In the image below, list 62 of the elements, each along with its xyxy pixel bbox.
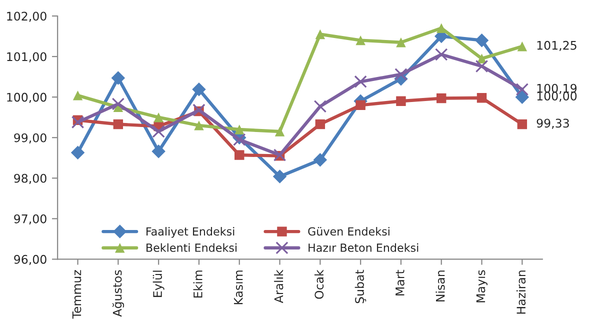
y-tick-label: 102,00 (7, 12, 46, 22)
y-tick-label: 99,00 (14, 133, 46, 144)
data-label: 99,33 (536, 118, 569, 129)
point (71, 116, 84, 129)
point (356, 35, 366, 46)
point (434, 48, 448, 61)
point (154, 112, 164, 122)
x-tick-label: Mayıs (476, 270, 488, 302)
point (314, 100, 327, 113)
point (436, 93, 446, 104)
y-tick-label: 98,00 (14, 174, 46, 184)
point (436, 23, 446, 34)
point (517, 42, 528, 52)
x-tick-label: Kasım (234, 270, 243, 304)
x-tick-label: Şubat (354, 270, 366, 304)
point (516, 82, 529, 96)
point (517, 119, 528, 130)
point (192, 104, 206, 116)
legend-label: Faaliyet Endeksi (146, 227, 234, 238)
point (476, 93, 487, 103)
point (192, 82, 206, 96)
point (112, 98, 125, 110)
point (354, 75, 367, 88)
x-tick-label: Eylül (152, 270, 164, 297)
y-tick-label: 96,00 (14, 254, 46, 266)
point (474, 33, 489, 48)
x-tick-label: Ağustos (112, 270, 124, 317)
legend-label: Beklenti Endeksi (146, 243, 236, 252)
point (394, 68, 408, 81)
x-tick-label: Temmuz (72, 270, 82, 319)
x-tick-label: Nisan (436, 270, 445, 302)
point (396, 96, 406, 106)
x-tick-label: Haziran (516, 270, 526, 314)
point (113, 119, 124, 130)
y-tick-label: 100,00 (7, 92, 46, 103)
legend-label: Güven Endeksi (308, 227, 390, 236)
point (313, 153, 328, 167)
y-tick-label: 97,00 (14, 214, 46, 225)
legend-label: Hazır Beton Endeksi (308, 243, 418, 252)
point (515, 90, 530, 104)
point (356, 100, 366, 110)
x-tick-label: Aralık (274, 270, 284, 304)
x-tick-label: Ekim (193, 270, 202, 298)
point (152, 144, 166, 158)
point (234, 150, 244, 160)
point (152, 125, 165, 138)
point (274, 126, 285, 136)
point (194, 120, 204, 130)
data-label: 101,25 (537, 40, 576, 52)
point (475, 60, 488, 73)
point (111, 71, 126, 85)
x-tick-label: Ocak (314, 270, 324, 299)
point (315, 29, 326, 40)
point (70, 146, 85, 160)
point (72, 90, 83, 100)
point (234, 124, 244, 134)
x-tick-label: Mart (396, 270, 404, 296)
point (315, 119, 326, 130)
point (272, 170, 287, 184)
point (232, 133, 246, 146)
y-tick-label: 101,00 (7, 52, 46, 62)
point (396, 37, 406, 48)
